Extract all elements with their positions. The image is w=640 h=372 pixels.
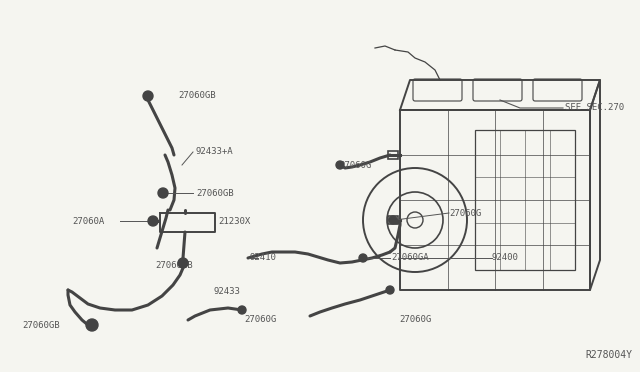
Text: 27060GB: 27060GB (196, 189, 234, 198)
Text: 92433+A: 92433+A (196, 148, 234, 157)
Circle shape (389, 216, 397, 224)
Text: 92400: 92400 (492, 253, 519, 263)
Bar (475, 130, 575, 270)
Circle shape (143, 91, 153, 101)
Text: R278004Y: R278004Y (585, 350, 632, 360)
Text: 27060G: 27060G (244, 315, 276, 324)
Circle shape (336, 161, 344, 169)
Text: 27060A: 27060A (72, 217, 104, 225)
Text: 92433: 92433 (213, 288, 240, 296)
Text: 27060GB: 27060GB (178, 92, 216, 100)
Bar (388, 216, 398, 224)
Text: SEE SEC.270: SEE SEC.270 (565, 103, 624, 112)
Circle shape (148, 216, 158, 226)
Text: 27060GB: 27060GB (22, 321, 60, 330)
Circle shape (86, 319, 98, 331)
Circle shape (359, 254, 367, 262)
Text: 27060GB: 27060GB (155, 260, 193, 269)
Text: 92410: 92410 (250, 253, 277, 263)
Bar (388, 151, 398, 159)
Circle shape (178, 258, 188, 268)
Text: 27060G: 27060G (449, 208, 481, 218)
Text: 21230X: 21230X (218, 218, 250, 227)
Circle shape (238, 306, 246, 314)
Text: 27060GA: 27060GA (391, 253, 429, 263)
Circle shape (158, 188, 168, 198)
Text: 27060G: 27060G (339, 160, 371, 170)
Circle shape (386, 286, 394, 294)
Text: 27060G: 27060G (399, 315, 431, 324)
